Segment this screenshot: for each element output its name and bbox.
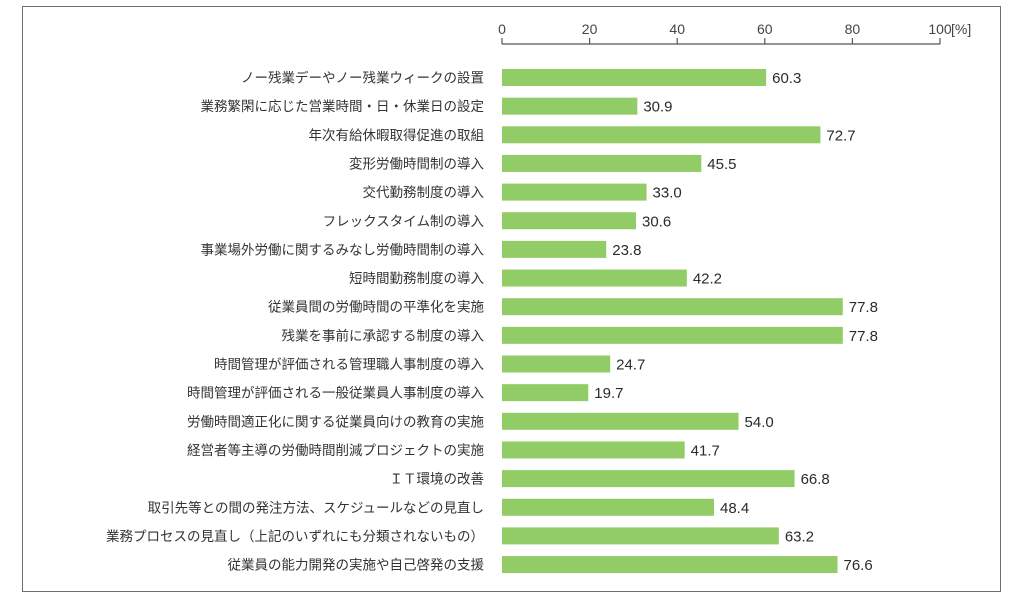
x-unit-label: [%] bbox=[951, 21, 971, 37]
bar bbox=[502, 470, 795, 488]
value-label: 48.4 bbox=[720, 500, 749, 517]
value-label: 42.2 bbox=[693, 271, 722, 288]
category-label: 従業員の能力開発の実施や自己啓発の支援 bbox=[228, 558, 485, 574]
x-tick-label: 40 bbox=[669, 21, 685, 37]
category-label: フレックスタイム制の導入 bbox=[323, 214, 485, 230]
value-labels: 60.3 30.9 72.7 45.5 33.0 30.623.8 42.2 77.8 77.8… bbox=[594, 70, 878, 574]
value-label: 60.3 bbox=[772, 70, 801, 87]
value-label: 63.2 bbox=[785, 528, 814, 545]
bar bbox=[502, 183, 647, 201]
value-label: 30.9 bbox=[643, 99, 672, 116]
value-label: 41.7 bbox=[691, 442, 720, 459]
bar bbox=[502, 498, 714, 516]
x-tick-label: 20 bbox=[582, 21, 598, 37]
category-label: 経営者等主導の労働時間削減プロジェクトの実施 bbox=[187, 442, 484, 459]
value-label: 19.7 bbox=[594, 385, 623, 402]
value-label: 33.0 bbox=[653, 185, 682, 202]
value-label: 72.7 bbox=[826, 127, 855, 144]
category-label: 交代勤務制度の導入 bbox=[363, 184, 485, 201]
category-label: 業務プロセスの見直し（上記のいずれにも分類されないもの） bbox=[106, 528, 484, 545]
category-label: 事業場外労働に関するみなし労働時間制の導入 bbox=[201, 242, 485, 258]
x-tick-label: 80 bbox=[845, 21, 861, 37]
category-label: 時間管理が評価される一般従業員人事制度の導入 bbox=[187, 386, 484, 402]
value-label: 30.6 bbox=[642, 213, 671, 230]
bar bbox=[502, 269, 687, 287]
bar bbox=[502, 126, 821, 144]
bar bbox=[502, 384, 589, 402]
x-axis: 0 20 40 60 80 100 [%] bbox=[498, 21, 971, 45]
category-label: 労働時間適正化に関する従業員向けの教育の実施 bbox=[187, 413, 484, 430]
value-label: 76.6 bbox=[844, 557, 873, 574]
bar bbox=[502, 412, 739, 430]
bar bbox=[502, 69, 767, 86]
category-label: ノー残業デーやノー残業ウィークの設置 bbox=[241, 70, 484, 87]
category-label: 変形労働時間制の導入 bbox=[349, 155, 484, 172]
bar bbox=[502, 326, 843, 344]
value-label: 54.0 bbox=[745, 414, 774, 431]
bars bbox=[502, 69, 843, 574]
bar bbox=[502, 556, 838, 574]
category-label: ＩＴ環境の改善 bbox=[390, 472, 485, 488]
category-label: 時間管理が評価される管理職人事制度の導入 bbox=[214, 357, 484, 373]
category-labels: ノー残業デーやノー残業ウィークの設置業務繁閑に応じた営業時間・日・休業日の設定年… bbox=[106, 70, 484, 574]
bar bbox=[502, 527, 779, 545]
x-tick-label: 60 bbox=[757, 21, 773, 37]
value-label: 77.8 bbox=[849, 299, 878, 316]
x-tick-label: 0 bbox=[498, 21, 506, 37]
category-label: 業務繁閑に応じた営業時間・日・休業日の設定 bbox=[201, 99, 485, 115]
category-label: 取引先等との間の発注方法、スケジュールなどの見直し bbox=[148, 499, 484, 516]
value-label: 45.5 bbox=[707, 156, 736, 173]
category-label: 残業を事前に承認する制度の導入 bbox=[282, 327, 485, 344]
bar bbox=[502, 441, 685, 459]
value-label: 23.8 bbox=[612, 242, 641, 259]
bar bbox=[502, 97, 638, 115]
bar bbox=[502, 154, 702, 172]
bar bbox=[502, 212, 637, 230]
value-label: 24.7 bbox=[616, 357, 645, 374]
bar bbox=[502, 240, 607, 258]
category-label: 従業員間の労働時間の平準化を実施 bbox=[268, 300, 484, 316]
x-tick-label: 100 bbox=[928, 21, 952, 37]
value-label: 77.8 bbox=[849, 328, 878, 345]
bar bbox=[502, 355, 611, 373]
category-label: 短時間勤務制度の導入 bbox=[349, 271, 484, 287]
value-label: 66.8 bbox=[801, 471, 830, 488]
bar bbox=[502, 298, 843, 316]
category-label: 年次有給休暇取得促進の取組 bbox=[309, 127, 485, 144]
